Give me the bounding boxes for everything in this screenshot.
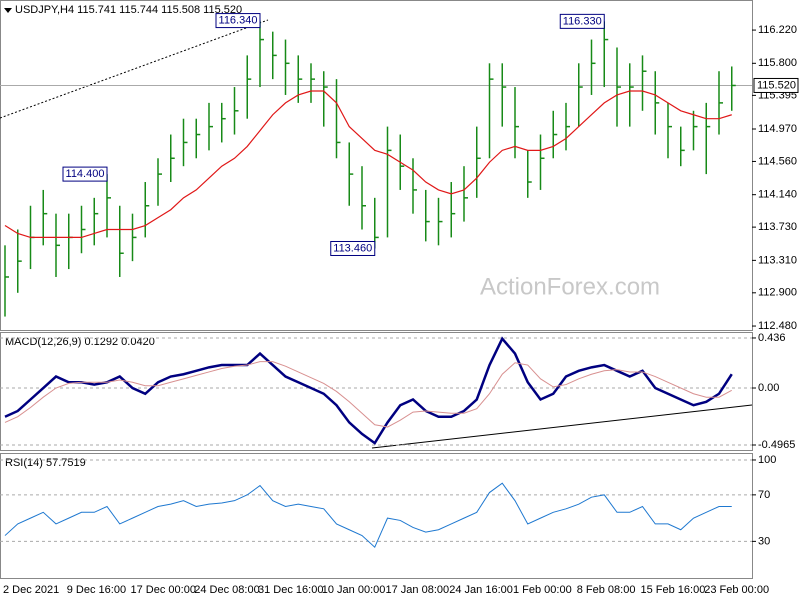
y-tick-label: 114.970 bbox=[758, 123, 797, 135]
y-tick-label: 114.560 bbox=[758, 155, 797, 167]
series-line bbox=[4, 336, 733, 445]
y-tick-label: 30 bbox=[758, 535, 770, 547]
y-tick-label: 0.00 bbox=[758, 382, 779, 394]
macd-panel bbox=[0, 332, 753, 451]
y-tick-label: 100 bbox=[758, 454, 776, 466]
macd-trend-line bbox=[371, 404, 753, 449]
series-line bbox=[4, 482, 732, 549]
price-annotation-box bbox=[215, 13, 261, 29]
watermark: ActionForex.com bbox=[480, 273, 660, 300]
price-annotation-box bbox=[330, 240, 376, 256]
price-annotation: 116.340 bbox=[219, 14, 258, 26]
x-tick-label: 17 Jan 08:00 bbox=[386, 584, 450, 596]
trend-line bbox=[0, 19, 269, 119]
x-tick-label: 9 Dec 16:00 bbox=[67, 584, 126, 596]
x-tick-label: 17 Dec 00:00 bbox=[131, 584, 196, 596]
panel-title: MACD(12,26,9) 0.1292 0.0420 bbox=[5, 336, 155, 348]
series-line bbox=[4, 361, 732, 428]
y-tick-label: 112.480 bbox=[758, 320, 797, 332]
moving-average bbox=[4, 90, 732, 239]
x-tick-label: 24 Jan 16:00 bbox=[449, 584, 513, 596]
price-annotation: 114.400 bbox=[66, 168, 105, 180]
menu-triangle bbox=[4, 8, 12, 13]
panel-title: USDJPY,H4 115.741 115.744 115.508 115.52… bbox=[15, 4, 242, 16]
price-panel bbox=[0, 0, 753, 331]
y-tick-label: 114.140 bbox=[758, 189, 797, 201]
x-tick-label: 2 Dec 2021 bbox=[3, 584, 59, 596]
price-annotation: 113.460 bbox=[333, 242, 372, 254]
y-tick-label: 70 bbox=[758, 489, 770, 501]
y-tick-label: 116.220 bbox=[758, 24, 797, 36]
x-tick-label: 1 Feb 00:00 bbox=[513, 584, 572, 596]
current-price-box bbox=[753, 77, 799, 93]
x-tick-label: 24 Dec 08:00 bbox=[194, 584, 259, 596]
y-tick-label: 0.436 bbox=[758, 332, 786, 344]
x-tick-label: 8 Feb 08:00 bbox=[577, 584, 636, 596]
rsi-panel bbox=[0, 453, 753, 579]
y-tick-label: 113.730 bbox=[758, 221, 797, 233]
x-tick-label: 10 Jan 00:00 bbox=[322, 584, 386, 596]
price-annotation: 116.330 bbox=[563, 15, 602, 27]
current-price-label: 115.520 bbox=[757, 79, 796, 91]
x-tick-label: 31 Dec 16:00 bbox=[258, 584, 323, 596]
y-tick-label: 113.310 bbox=[758, 254, 797, 266]
y-tick-label: -0.4965 bbox=[758, 439, 795, 451]
x-tick-label: 23 Feb 00:00 bbox=[704, 584, 769, 596]
y-tick-label: 112.900 bbox=[758, 287, 797, 299]
panel-title: RSI(14) 57.7519 bbox=[5, 457, 86, 469]
price-annotation-box bbox=[559, 13, 605, 29]
y-tick-label: 115.800 bbox=[758, 57, 797, 69]
price-annotation-box bbox=[62, 166, 108, 182]
x-tick-label: 15 Feb 16:00 bbox=[641, 584, 706, 596]
